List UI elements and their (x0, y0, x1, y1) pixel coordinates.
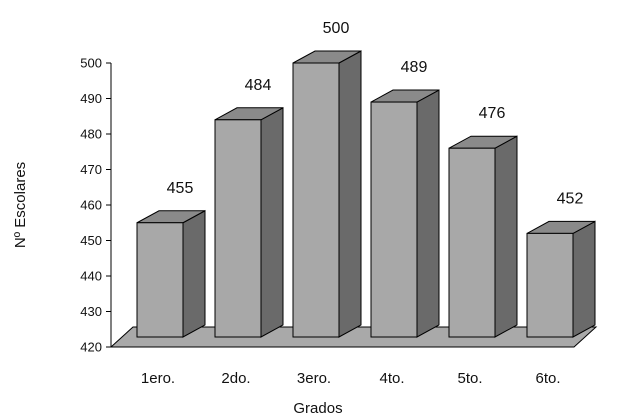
bar-front (526, 232, 574, 338)
bar (526, 220, 596, 338)
data-label: 452 (557, 190, 584, 207)
bar-side (416, 89, 440, 338)
x-tick-label: 3ero. (297, 370, 331, 387)
y-tick-label: 460 (80, 198, 102, 213)
x-axis-title: Grados (293, 400, 342, 416)
bar (136, 209, 206, 338)
bar-side (182, 209, 206, 338)
y-tick-label: 420 (80, 340, 102, 355)
data-label: 455 (167, 180, 194, 197)
x-tick-label: 2do. (221, 370, 250, 387)
bar (448, 135, 518, 338)
data-label: 484 (245, 77, 272, 94)
y-axis-title: Nº Escolares (12, 162, 29, 248)
y-tick-label: 490 (80, 91, 102, 106)
data-label: 500 (323, 20, 350, 37)
data-label: 476 (479, 105, 506, 122)
x-tick-label: 5to. (457, 370, 482, 387)
bar (370, 89, 440, 338)
y-tick-label: 440 (80, 269, 102, 284)
y-tick-label: 450 (80, 233, 102, 248)
x-tick-label: 6to. (535, 370, 560, 387)
bar-side (338, 50, 362, 338)
bar-front (370, 101, 418, 338)
bar-side (260, 106, 284, 338)
data-label: 489 (401, 59, 428, 76)
x-tick-label: 1ero. (141, 370, 175, 387)
y-tick-label: 470 (80, 162, 102, 177)
bar-front (136, 222, 184, 338)
bar-side (494, 135, 518, 338)
bar-front (448, 147, 496, 338)
y-tick-label: 430 (80, 304, 102, 319)
bar-front (292, 62, 340, 338)
bar-side (572, 220, 596, 338)
bar (292, 50, 362, 338)
x-tick-label: 4to. (379, 370, 404, 387)
y-tick-label: 500 (80, 56, 102, 71)
bar (214, 106, 284, 338)
y-tick-label: 480 (80, 127, 102, 142)
bar-front (214, 119, 262, 338)
